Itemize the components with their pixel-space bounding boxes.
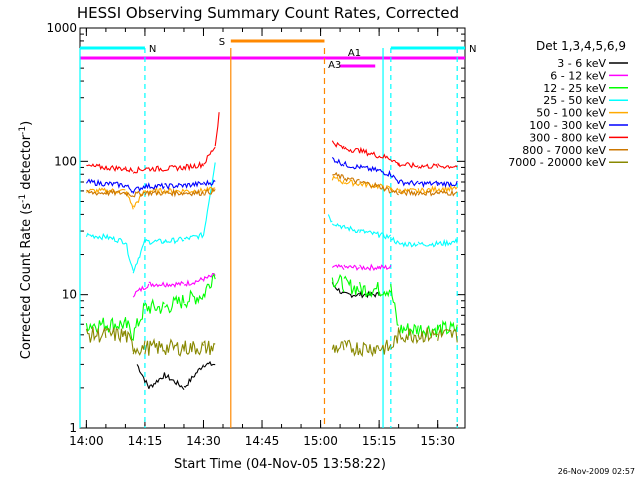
y-axis-label-end: ) (19, 121, 34, 126)
legend-entry-label: 100 - 300 keV (529, 119, 606, 132)
annotation-label-s: S (219, 37, 225, 48)
annotation-label-a1: A1 (348, 48, 361, 59)
y-axis-label-sup2: -1 (18, 126, 28, 135)
y-axis-label-mid: detector (19, 134, 34, 194)
plot-frame (79, 27, 466, 429)
series-line-2 (85, 273, 458, 341)
series-line-3 (85, 162, 458, 274)
x-tick-label: 14:30 (186, 434, 221, 448)
y-tick-label: 10 (62, 288, 77, 302)
annotation-label-n: N (149, 44, 156, 55)
y-tick-label: 100 (54, 154, 77, 168)
legend-entry-label: 300 - 800 keV (529, 131, 606, 144)
y-axis-label-main: Corrected Count Rate (s (19, 203, 34, 360)
series-line-0 (136, 282, 380, 391)
series-line-6 (86, 112, 458, 174)
legend-entry-label: 7000 - 20000 keV (508, 156, 606, 169)
legend-header: Det 1,3,4,5,6,9 (536, 39, 626, 53)
x-tick-label: 14:45 (245, 434, 280, 448)
y-axis-label: Corrected Count Rate (s-1 detector-1) (18, 121, 34, 359)
plot-area: 14:00 14:15 14:30 14:45 15:00 15:15 15:30 1 10 10… (46, 21, 476, 448)
series-line-5 (85, 157, 458, 194)
series-line-8 (85, 326, 458, 358)
y-tick-label: 1 (69, 421, 77, 435)
legend-entry-label: 12 - 25 keV (543, 82, 606, 95)
x-tick-label: 14:15 (128, 434, 163, 448)
y-axis-label-sup: -1 (18, 194, 28, 203)
chart-title: HESSI Observing Summary Count Rates, Cor… (77, 4, 459, 22)
x-tick-label: 14:00 (69, 434, 104, 448)
annotation-label-a3: A3 (328, 60, 341, 71)
footer-timestamp: 26-Nov-2009 02:57 (558, 467, 635, 476)
x-tick-label: 15:15 (362, 434, 397, 448)
x-axis-label: Start Time (04-Nov-05 13:58:22) (174, 457, 386, 472)
legend-entry-label: 6 - 12 keV (550, 69, 606, 82)
legend-entry-label: 50 - 100 keV (536, 107, 606, 120)
series-line-7 (86, 171, 458, 198)
annotation-label-n: N (469, 44, 476, 55)
x-tick-label: 15:30 (420, 434, 455, 448)
legend-entry-label: 800 - 7000 keV (522, 144, 606, 157)
legend-entry-label: 3 - 6 keV (557, 57, 606, 70)
y-tick-label: 1000 (46, 21, 77, 35)
x-tick-label: 15:00 (303, 434, 338, 448)
legend-entry-label: 25 - 50 keV (543, 94, 606, 107)
series-line-1 (132, 263, 392, 298)
